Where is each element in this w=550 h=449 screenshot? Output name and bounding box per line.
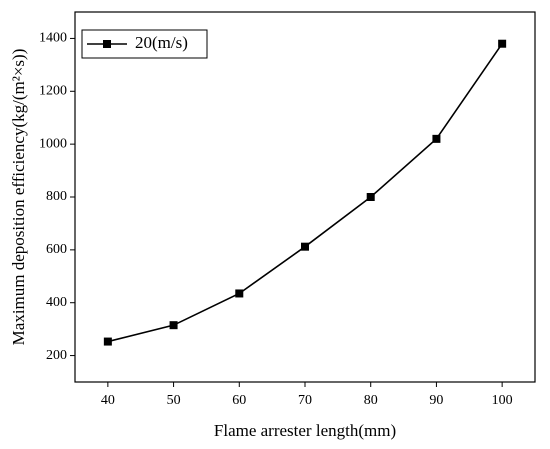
- y-tick-label: 200: [46, 348, 67, 363]
- y-tick-label: 1400: [39, 31, 67, 46]
- legend-marker: [103, 40, 111, 48]
- x-tick-label: 80: [364, 393, 378, 408]
- legend-label: 20(m/s): [135, 33, 188, 52]
- x-tick-label: 70: [298, 393, 312, 408]
- data-point: [169, 321, 178, 330]
- y-tick-label: 1000: [39, 136, 67, 151]
- x-tick-label: 60: [232, 393, 246, 408]
- y-tick-label: 800: [46, 189, 67, 204]
- data-point: [301, 242, 309, 251]
- data-point: [103, 337, 112, 346]
- x-tick-label: 90: [429, 393, 443, 408]
- y-tick-label: 400: [46, 295, 67, 310]
- data-point: [498, 39, 507, 48]
- data-point: [366, 193, 375, 201]
- series-line: [107, 43, 503, 343]
- x-tick-label: 50: [167, 393, 181, 408]
- x-tick-label: 100: [492, 393, 513, 408]
- data-point: [235, 289, 244, 298]
- plot-frame: [74, 11, 536, 383]
- x-tick-label: 40: [101, 393, 115, 408]
- x-axis-title: Flame arrester length(mm): [214, 421, 396, 440]
- y-axis-title: Maximum deposition efficiency(kg/(m²×s)): [9, 49, 28, 346]
- data-point: [432, 134, 441, 143]
- y-tick-label: 600: [46, 242, 67, 257]
- y-tick-label: 1200: [39, 84, 67, 99]
